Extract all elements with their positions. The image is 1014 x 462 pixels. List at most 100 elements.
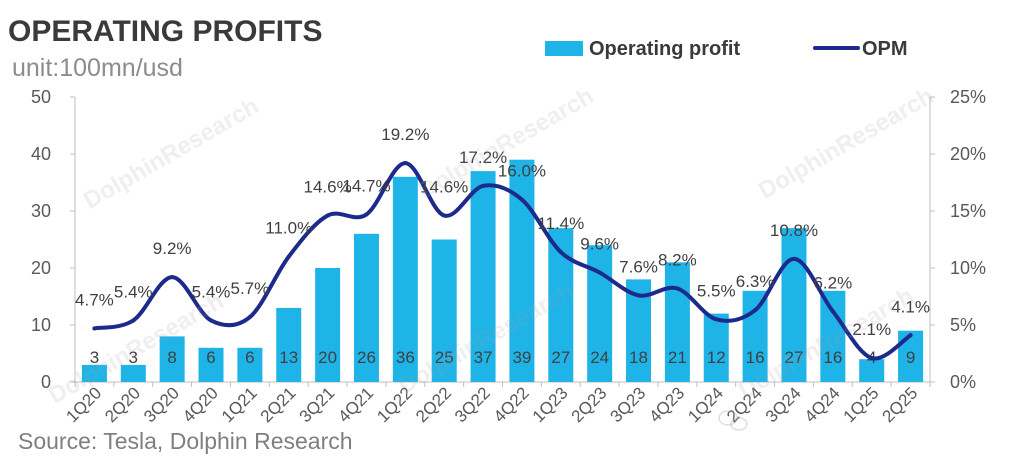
x-tick-label-1Q24: 1Q24 bbox=[684, 383, 727, 426]
bar-2Q22 bbox=[431, 239, 457, 382]
bar-label-3Q21: 20 bbox=[318, 348, 337, 367]
legend-label-opm: OPM bbox=[862, 38, 908, 60]
bar-1Q21 bbox=[237, 347, 263, 382]
opm-label-1Q20: 4.7% bbox=[75, 290, 114, 309]
watermark-text: DolphinResearch bbox=[414, 82, 598, 204]
bar-label-3Q23: 18 bbox=[629, 348, 648, 367]
chart-title: OPERATING PROFITS bbox=[8, 15, 322, 48]
x-tick-label-3Q20: 3Q20 bbox=[140, 383, 183, 426]
x-tick-label-4Q22: 4Q22 bbox=[490, 383, 533, 426]
opm-label-2Q21: 11.0% bbox=[265, 219, 312, 238]
y-left-tick-label: 20 bbox=[31, 258, 51, 278]
y-right-tick-label: 5% bbox=[950, 315, 976, 335]
bar-label-1Q22: 36 bbox=[396, 348, 415, 367]
opm-point-3Q21 bbox=[325, 213, 330, 218]
opm-label-4Q22: 16.0% bbox=[498, 162, 546, 181]
bar-3Q20 bbox=[159, 336, 185, 382]
opm-label-4Q24: 6.2% bbox=[813, 273, 852, 292]
opm-point-3Q22 bbox=[481, 183, 486, 188]
wechat-icon bbox=[718, 410, 748, 431]
bar-label-4Q24: 16 bbox=[823, 348, 842, 367]
bar-2Q24 bbox=[742, 290, 768, 382]
bar-data-labels: 3386613202636253739272418211216271649 bbox=[90, 348, 916, 367]
bar-label-2Q24: 16 bbox=[746, 348, 765, 367]
opm-label-3Q23: 7.6% bbox=[619, 257, 658, 276]
line-points-opm bbox=[92, 161, 913, 361]
opm-point-4Q20 bbox=[209, 318, 214, 323]
bar-label-2Q22: 25 bbox=[435, 348, 454, 367]
opm-label-2Q23: 9.6% bbox=[580, 235, 619, 254]
line-data-labels: 4.7% 5.4%9.2%5.4% 5.7%11.0%14.6%14.7%19.2%… bbox=[75, 125, 930, 339]
bar-4Q20 bbox=[198, 347, 224, 382]
legend-label-operating-profit: Operating profit bbox=[589, 38, 740, 60]
opm-label-2Q22: 14.6% bbox=[420, 178, 468, 197]
opm-point-3Q24 bbox=[791, 256, 796, 261]
bar-label-2Q20: 3 bbox=[129, 348, 138, 367]
opm-label-1Q24: 5.5% bbox=[697, 281, 736, 300]
opm-label-2Q24: 6.3% bbox=[736, 272, 775, 291]
opm-point-1Q24 bbox=[714, 317, 719, 322]
opm-label-2Q20: 5.4% bbox=[114, 282, 153, 301]
y-right-tick-label: 20% bbox=[950, 144, 986, 164]
bar-1Q24 bbox=[703, 313, 729, 382]
bar-label-1Q20: 3 bbox=[90, 348, 99, 367]
bar-label-1Q23: 27 bbox=[551, 348, 570, 367]
opm-point-2Q22 bbox=[442, 213, 447, 218]
bar-series-operating-profit bbox=[81, 159, 924, 382]
opm-point-4Q23 bbox=[675, 286, 680, 291]
x-tick-label-4Q23: 4Q23 bbox=[645, 383, 688, 426]
bar-4Q22 bbox=[509, 159, 535, 382]
bar-3Q24 bbox=[781, 228, 807, 382]
bar-label-2Q25: 9 bbox=[906, 348, 915, 367]
bar-label-4Q22: 39 bbox=[512, 348, 531, 367]
y-right-tick-label: 0% bbox=[950, 372, 976, 392]
y-right-tick-label: 15% bbox=[950, 201, 986, 221]
bar-label-2Q23: 24 bbox=[590, 348, 609, 367]
x-tick-label-4Q21: 4Q21 bbox=[334, 383, 377, 426]
opm-point-3Q20 bbox=[170, 275, 175, 280]
chart-subtitle: unit:100mn/usd bbox=[12, 54, 183, 82]
y-axis-left-ticks: 0 10 20 30 40 50 bbox=[31, 87, 75, 392]
bar-4Q23 bbox=[664, 262, 690, 382]
opm-point-1Q22 bbox=[403, 161, 408, 166]
line-series-opm bbox=[92, 161, 913, 361]
opm-point-4Q21 bbox=[364, 212, 369, 217]
x-tick-label-3Q23: 3Q23 bbox=[607, 383, 650, 426]
bar-label-3Q22: 37 bbox=[474, 348, 493, 367]
opm-label-4Q21: 14.7% bbox=[342, 176, 390, 195]
bar-2Q21 bbox=[276, 307, 302, 382]
x-tick-label-2Q21: 2Q21 bbox=[257, 383, 300, 426]
legend-swatch-operating-profit bbox=[545, 41, 583, 56]
x-tick-label-4Q20: 4Q20 bbox=[179, 383, 222, 426]
y-right-tick-label: 10% bbox=[950, 258, 986, 278]
bar-1Q22 bbox=[392, 176, 418, 382]
opm-point-2Q21 bbox=[286, 254, 291, 259]
bar-label-1Q21: 6 bbox=[245, 348, 254, 367]
y-left-tick-label: 40 bbox=[31, 144, 51, 164]
bar-label-3Q24: 27 bbox=[785, 348, 804, 367]
watermark-text: DolphinResearch bbox=[79, 92, 263, 214]
opm-label-4Q23: 8.2% bbox=[658, 251, 697, 270]
bar-2Q25 bbox=[898, 330, 924, 382]
opm-label-3Q22: 17.2% bbox=[459, 148, 507, 167]
opm-point-2Q20 bbox=[131, 318, 136, 323]
bar-label-1Q24: 12 bbox=[707, 348, 726, 367]
opm-label-3Q21: 14.6% bbox=[304, 178, 352, 197]
opm-point-1Q25 bbox=[869, 356, 874, 361]
bar-label-4Q21: 26 bbox=[357, 348, 376, 367]
opm-label-2Q25: 4.1% bbox=[891, 297, 930, 316]
bar-label-4Q20: 6 bbox=[206, 348, 215, 367]
y-left-tick-label: 30 bbox=[31, 201, 51, 221]
opm-label-1Q21: 5.7% bbox=[231, 279, 270, 298]
opm-point-2Q25 bbox=[908, 333, 913, 338]
opm-point-1Q21 bbox=[247, 315, 252, 320]
opm-point-1Q23 bbox=[558, 250, 563, 255]
opm-point-4Q22 bbox=[519, 197, 524, 202]
bar-label-2Q21: 13 bbox=[279, 348, 298, 367]
y-axis-right-ticks: 0% 5% 10% 15% 20% 25% bbox=[930, 87, 986, 392]
x-tick-label-1Q25: 1Q25 bbox=[840, 383, 883, 426]
x-tick-label-1Q23: 1Q23 bbox=[529, 383, 572, 426]
opm-point-4Q24 bbox=[830, 309, 835, 314]
bar-2Q20 bbox=[120, 364, 146, 382]
